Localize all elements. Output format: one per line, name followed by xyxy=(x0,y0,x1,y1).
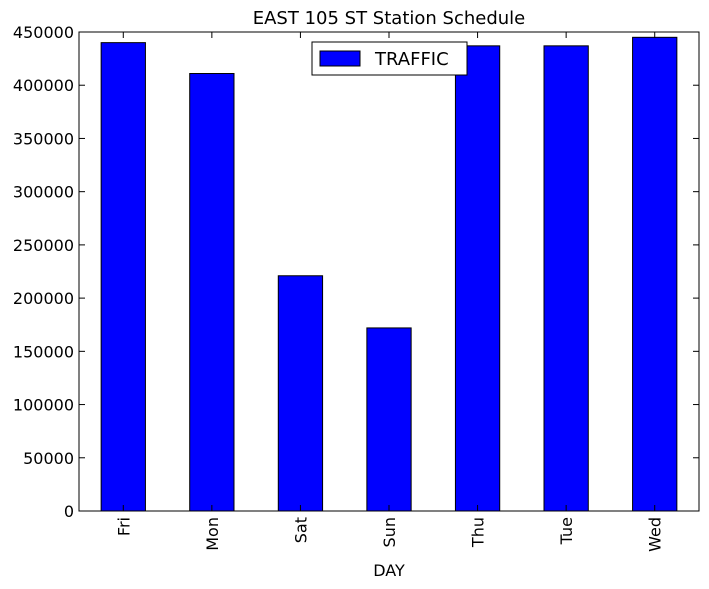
y-tick-label: 200000 xyxy=(13,289,74,308)
y-tick-label: 150000 xyxy=(13,342,74,361)
x-tick-label-sun: Sun xyxy=(380,517,399,547)
bar-thu xyxy=(454,45,501,512)
legend-swatch xyxy=(319,50,361,67)
bar-sat xyxy=(277,275,324,512)
bar-sun xyxy=(366,327,412,512)
x-tick-label-thu: Thu xyxy=(469,517,488,548)
y-tick-label: 350000 xyxy=(13,129,74,148)
y-tick-label: 50000 xyxy=(23,449,74,468)
legend-label: TRAFFIC xyxy=(374,49,449,70)
x-tick-label-sat: Sat xyxy=(291,517,310,543)
bar-tue xyxy=(543,45,589,512)
y-tick-label: 0 xyxy=(64,502,74,521)
y-axis: 0 50000 100000 150000 200000 250000 300000 3500… xyxy=(13,23,699,521)
x-tick-label-fri: Fri xyxy=(114,517,133,536)
x-axis-label: DAY xyxy=(373,561,405,580)
x-tick-label-wed: Wed xyxy=(646,517,665,552)
x-axis: Fri Mon Sat Sun Thu Tue Wed xyxy=(114,32,665,552)
x-tick-label-mon: Mon xyxy=(203,517,222,551)
bar-wed xyxy=(632,36,678,512)
chart-title: EAST 105 ST Station Schedule xyxy=(253,8,525,29)
y-tick-label: 450000 xyxy=(13,23,74,42)
bar-mon xyxy=(189,73,235,512)
bars-group xyxy=(100,36,678,512)
legend: TRAFFIC xyxy=(311,41,468,76)
y-tick-label: 250000 xyxy=(13,236,74,255)
plot-border xyxy=(78,31,700,512)
y-tick-label: 100000 xyxy=(13,396,74,415)
y-tick-label: 400000 xyxy=(13,76,74,95)
x-tick-label-tue: Tue xyxy=(557,517,576,545)
y-tick-label: 300000 xyxy=(13,183,74,202)
bar-fri xyxy=(100,42,146,512)
